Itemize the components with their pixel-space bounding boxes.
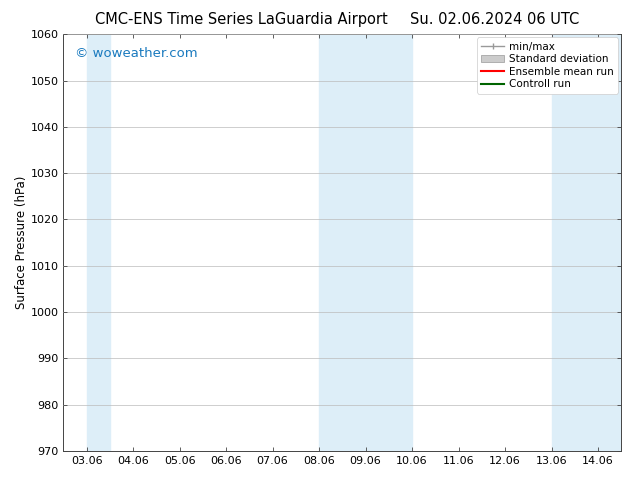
Y-axis label: Surface Pressure (hPa): Surface Pressure (hPa) [15, 176, 28, 309]
Text: CMC-ENS Time Series LaGuardia Airport: CMC-ENS Time Series LaGuardia Airport [94, 12, 387, 27]
Bar [552, 34, 621, 451]
Bar [87, 34, 110, 451]
Text: © woweather.com: © woweather.com [75, 47, 197, 60]
Bar [319, 34, 412, 451]
Legend: min/max, Standard deviation, Ensemble mean run, Controll run: min/max, Standard deviation, Ensemble me… [477, 37, 618, 94]
Text: Su. 02.06.2024 06 UTC: Su. 02.06.2024 06 UTC [410, 12, 579, 27]
